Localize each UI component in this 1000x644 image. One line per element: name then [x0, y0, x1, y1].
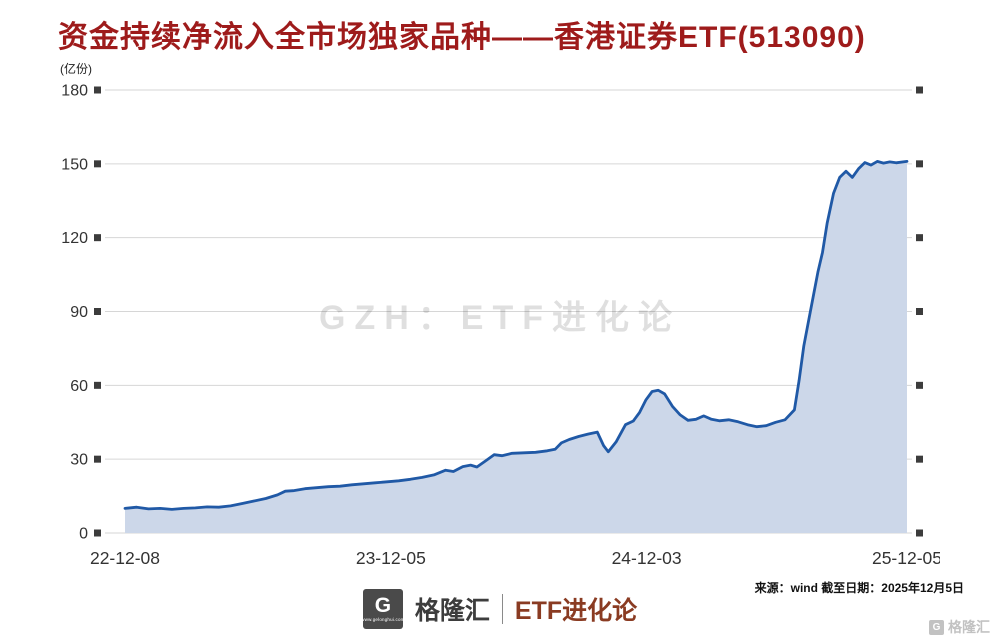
area-chart: 0 30 60 90 120 150 180 22-12-08 23-12-05 24-12-03… — [61, 83, 940, 569]
corner-logo-icon: G — [929, 619, 944, 635]
y-axis-unit-label: (亿份) — [60, 62, 92, 76]
source-note: 来源：wind 截至日期：2025年12月5日 — [754, 581, 964, 595]
svg-text:24-12-03: 24-12-03 — [612, 548, 682, 568]
corner-brand-text: 格隆汇 — [948, 619, 990, 635]
brand-series-name: ETF进化论 — [514, 597, 638, 625]
svg-text:23-12-05: 23-12-05 — [356, 548, 426, 568]
brand-divider — [501, 594, 503, 624]
footer-brand: G www.gelonghui.com 格隆汇 ETF进化论 — [0, 589, 1000, 629]
logo-letter: G — [374, 594, 392, 617]
svg-text:180: 180 — [61, 83, 88, 100]
svg-text:22-12-08: 22-12-08 — [90, 548, 160, 568]
svg-text:60: 60 — [70, 378, 88, 395]
corner-watermark: G 格隆汇 — [929, 617, 990, 637]
gelonghui-logo-icon: G www.gelonghui.com — [361, 589, 405, 629]
chart-title: 资金持续净流入全市场独家品种——香港证券ETF(513090) — [58, 21, 866, 54]
brand-name-text: 格隆汇 — [414, 597, 490, 625]
svg-text:0: 0 — [79, 526, 88, 543]
logo-url-text: www.gelonghui.com — [361, 617, 405, 622]
svg-text:25-12-05: 25-12-05 — [872, 548, 940, 568]
svg-text:120: 120 — [61, 230, 88, 247]
svg-text:90: 90 — [70, 304, 88, 321]
svg-text:150: 150 — [61, 156, 88, 173]
svg-text:30: 30 — [70, 452, 88, 469]
